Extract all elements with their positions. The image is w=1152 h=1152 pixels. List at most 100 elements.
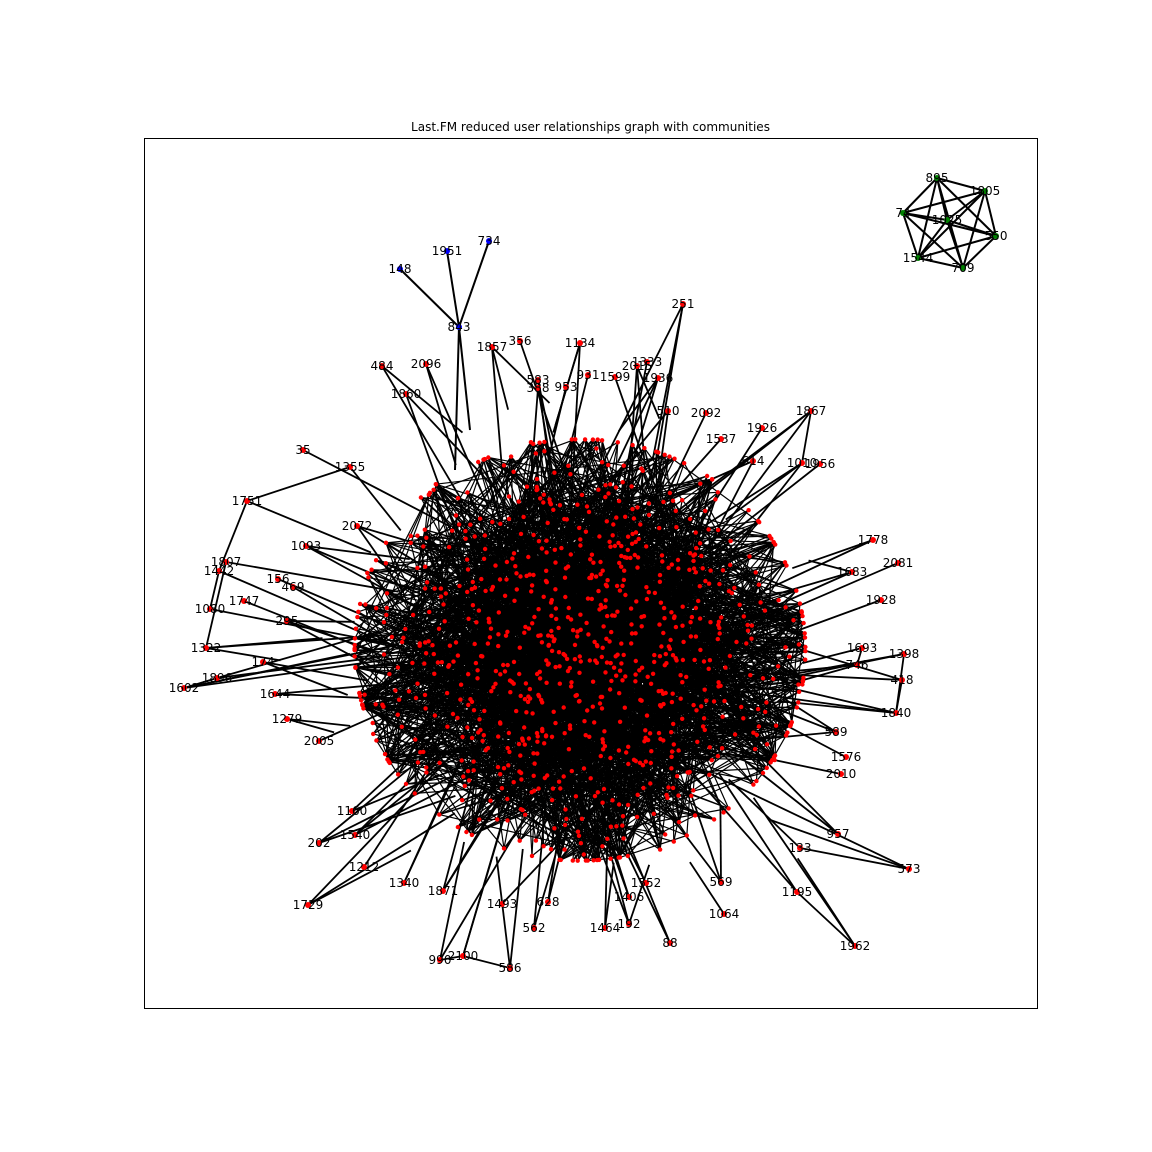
core-node [739,704,744,710]
core-node [706,666,711,671]
core-node [745,628,751,633]
graph-node [915,255,921,261]
core-node [381,704,386,709]
red-community-edge [801,410,812,464]
core-node [758,600,763,605]
core-node [578,841,584,846]
core-node [666,644,671,649]
graph-node [993,233,999,239]
core-node [524,710,529,715]
core-edge [571,439,713,761]
core-node [797,601,803,606]
core-edge [525,599,607,684]
core-node [794,705,800,710]
node-label: 1340 [389,876,420,890]
core-node [603,604,608,610]
core-node [796,642,802,647]
core-node [605,613,610,619]
core-node [541,594,546,599]
core-node [563,594,568,600]
core-node [702,687,707,692]
red-community-edge [491,346,504,475]
core-node [564,816,569,822]
core-edge [466,670,497,728]
red-community-edge [305,545,434,601]
core-node [357,601,363,607]
core-node [652,590,658,596]
core-node [577,654,582,659]
core-node [524,573,529,579]
core-node [717,631,722,636]
node-label: 1080 [195,602,226,616]
core-node [772,757,777,763]
core-node [762,608,768,613]
core-node [383,561,389,566]
core-edge [455,642,555,713]
core-node [556,779,562,784]
core-node [591,560,596,565]
core-node [569,437,574,442]
core-edge [410,542,592,556]
red-community-edge [628,864,651,925]
core-node [613,654,618,659]
core-node [608,824,614,829]
graph-node [499,901,505,907]
core-node [629,631,635,636]
core-node [435,660,441,665]
core-node [526,554,531,560]
blue-community-edge [458,240,490,328]
graph-node [854,662,860,668]
core-node [520,738,525,743]
red-community-edge [617,377,659,463]
core-node [706,581,712,586]
core-node [557,857,562,862]
core-node [619,661,624,666]
red-community-edge [501,832,570,905]
red-community-edge [719,804,722,883]
node-label: 2015 [622,359,653,373]
core-node [514,587,519,592]
core-node [757,520,762,525]
red-community-edge [519,340,577,504]
core-node [590,437,596,442]
core-node [666,785,671,790]
core-node [605,578,610,583]
core-node [355,614,360,620]
core-node [489,689,494,694]
core-edge [525,682,669,788]
core-node [689,614,695,620]
node-label: 562 [523,921,546,935]
core-edge [600,573,751,676]
core-node [726,806,731,811]
core-node [600,568,605,573]
core-node [622,555,627,560]
core-node [557,503,563,508]
edges-layer [183,177,997,969]
core-node [763,709,768,715]
graph-node [214,675,220,681]
red-community-edge [636,365,646,471]
red-community-edge [286,620,355,623]
core-node [756,582,762,587]
core-node [713,497,718,502]
core-node [598,572,603,577]
red-community-edge [439,955,464,961]
core-node [630,506,635,512]
core-node [614,824,619,829]
red-community-edge [696,677,847,758]
red-community-edge [770,664,858,675]
core-node [415,760,421,765]
core-node [609,678,614,684]
red-community-edge [571,740,630,898]
core-node [531,572,536,578]
graph-node [843,754,849,760]
red-community-edge [792,539,874,570]
core-node [669,754,674,759]
core-node [676,748,681,753]
core-node [749,636,754,641]
core-node [418,495,424,500]
core-node [658,736,663,742]
graph-node [703,410,709,416]
red-community-edge [675,754,798,893]
